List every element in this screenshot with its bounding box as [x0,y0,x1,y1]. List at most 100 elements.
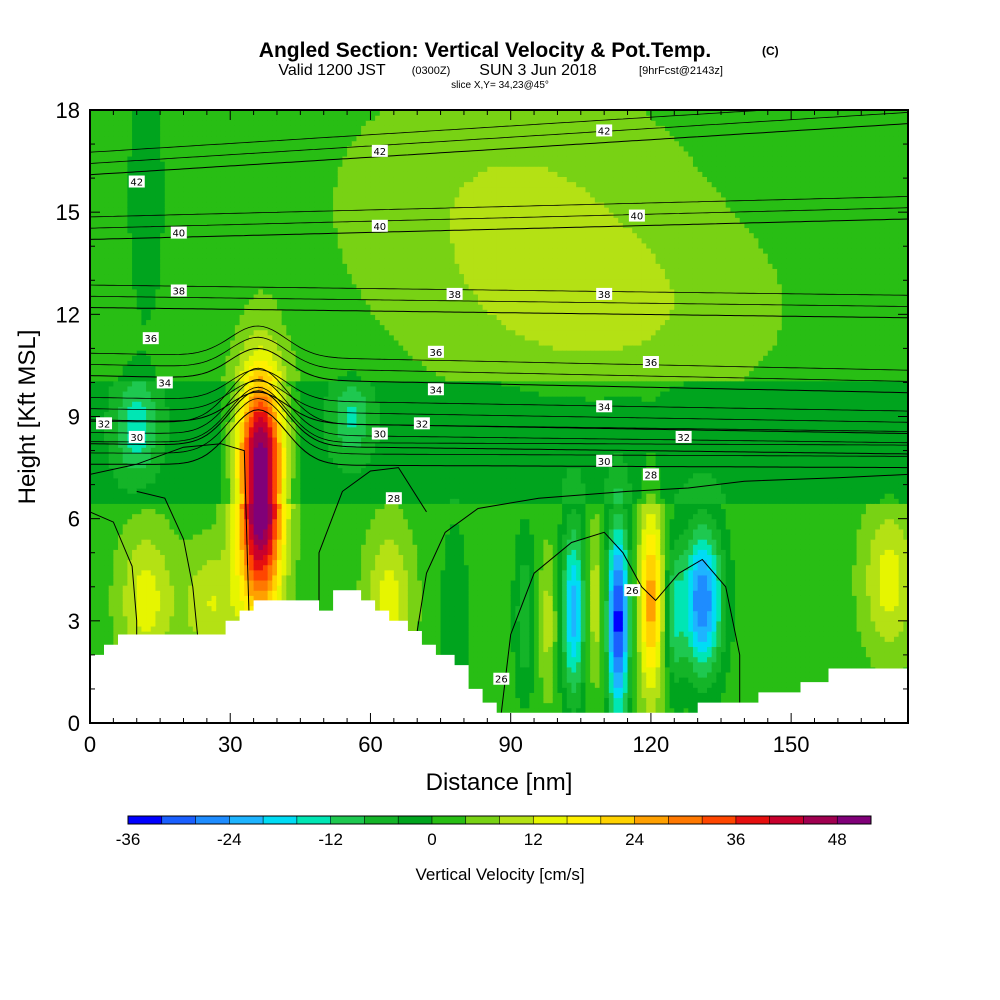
velocity-cell [276,569,283,576]
velocity-cell [174,472,180,479]
velocity-cell [104,329,110,336]
velocity-cell [155,150,161,157]
velocity-cell [183,457,189,464]
velocity-cell [118,595,124,601]
velocity-cell [192,166,199,172]
velocity-cell [239,431,245,438]
velocity-cell [262,411,269,418]
velocity-cell [239,242,245,249]
velocity-cell [178,564,185,571]
velocity-cell [248,191,255,198]
velocity-cell [262,518,269,525]
velocity-cell [183,278,189,285]
velocity-cell [155,482,161,489]
velocity-cell [136,360,143,367]
velocity-cell [239,329,245,336]
velocity-cell [220,513,227,520]
velocity-cell [99,503,105,510]
velocity-cell [188,385,194,392]
velocity-cell [178,421,185,428]
velocity-cell [216,559,222,566]
velocity-cell [174,135,180,142]
velocity-cell [146,472,152,479]
velocity-cell [258,559,264,566]
velocity-cell [230,258,236,264]
velocity-cell [211,181,217,188]
velocity-cell [132,411,138,418]
velocity-cell [169,329,175,336]
velocity-cell [258,329,264,336]
velocity-cell [94,620,100,627]
velocity-cell [225,181,231,188]
velocity-cell [99,232,105,239]
velocity-cell [90,344,96,351]
velocity-cell [276,518,283,525]
velocity-cell [141,135,147,142]
velocity-cell [253,452,259,458]
velocity-cell [253,324,259,331]
velocity-cell [211,406,217,412]
velocity-cell [174,150,180,157]
velocity-cell [150,186,157,193]
velocity-cell [94,518,100,525]
velocity-cell [160,564,166,571]
velocity-cell [216,176,222,183]
velocity-cell [276,268,283,275]
velocity-cell [141,120,147,126]
velocity-cell [164,253,171,259]
velocity-cell [220,625,227,632]
velocity-cell [99,385,105,392]
velocity-cell [164,344,171,351]
velocity-cell [94,130,100,137]
velocity-cell [146,166,152,172]
velocity-cell [164,201,171,208]
velocity-cell [197,452,203,458]
velocity-cell [160,625,166,632]
velocity-cell [234,217,241,223]
velocity-cell [118,549,124,556]
velocity-cell [239,120,245,126]
velocity-cell [225,253,231,259]
velocity-cell [132,559,138,566]
velocity-cell [169,242,175,249]
velocity-cell [244,416,250,423]
velocity-cell [272,237,278,244]
velocity-cell [160,585,166,591]
velocity-cell [122,498,128,504]
velocity-cell [183,201,189,208]
velocity-cell [174,115,180,121]
velocity-cell [234,569,241,576]
velocity-cell [276,166,283,172]
velocity-cell [118,115,124,121]
velocity-cell [141,314,147,321]
velocity-cell [211,207,217,213]
velocity-cell [94,579,100,586]
velocity-cell [132,196,138,203]
velocity-cell [108,436,114,443]
velocity-cell [206,344,213,351]
velocity-cell [272,595,278,601]
velocity-cell [211,360,217,367]
velocity-cell [178,539,185,545]
velocity-cell [262,110,269,116]
velocity-cell [267,493,273,499]
velocity-cell [267,385,273,392]
velocity-cell [146,523,152,530]
velocity-cell [272,161,278,167]
velocity-cell [183,360,189,367]
velocity-cell [192,268,199,275]
velocity-cell [220,227,227,234]
velocity-cell [94,544,100,550]
velocity-cell [188,488,194,494]
velocity-cell [248,161,255,167]
velocity-cell [90,426,96,433]
velocity-cell [216,232,222,239]
velocity-cell [248,380,255,387]
velocity-cell [239,360,245,367]
velocity-cell [220,140,227,147]
velocity-cell [272,523,278,530]
velocity-cell [239,227,245,234]
velocity-cell [146,518,152,525]
velocity-cell [155,171,161,178]
velocity-cell [244,253,250,259]
